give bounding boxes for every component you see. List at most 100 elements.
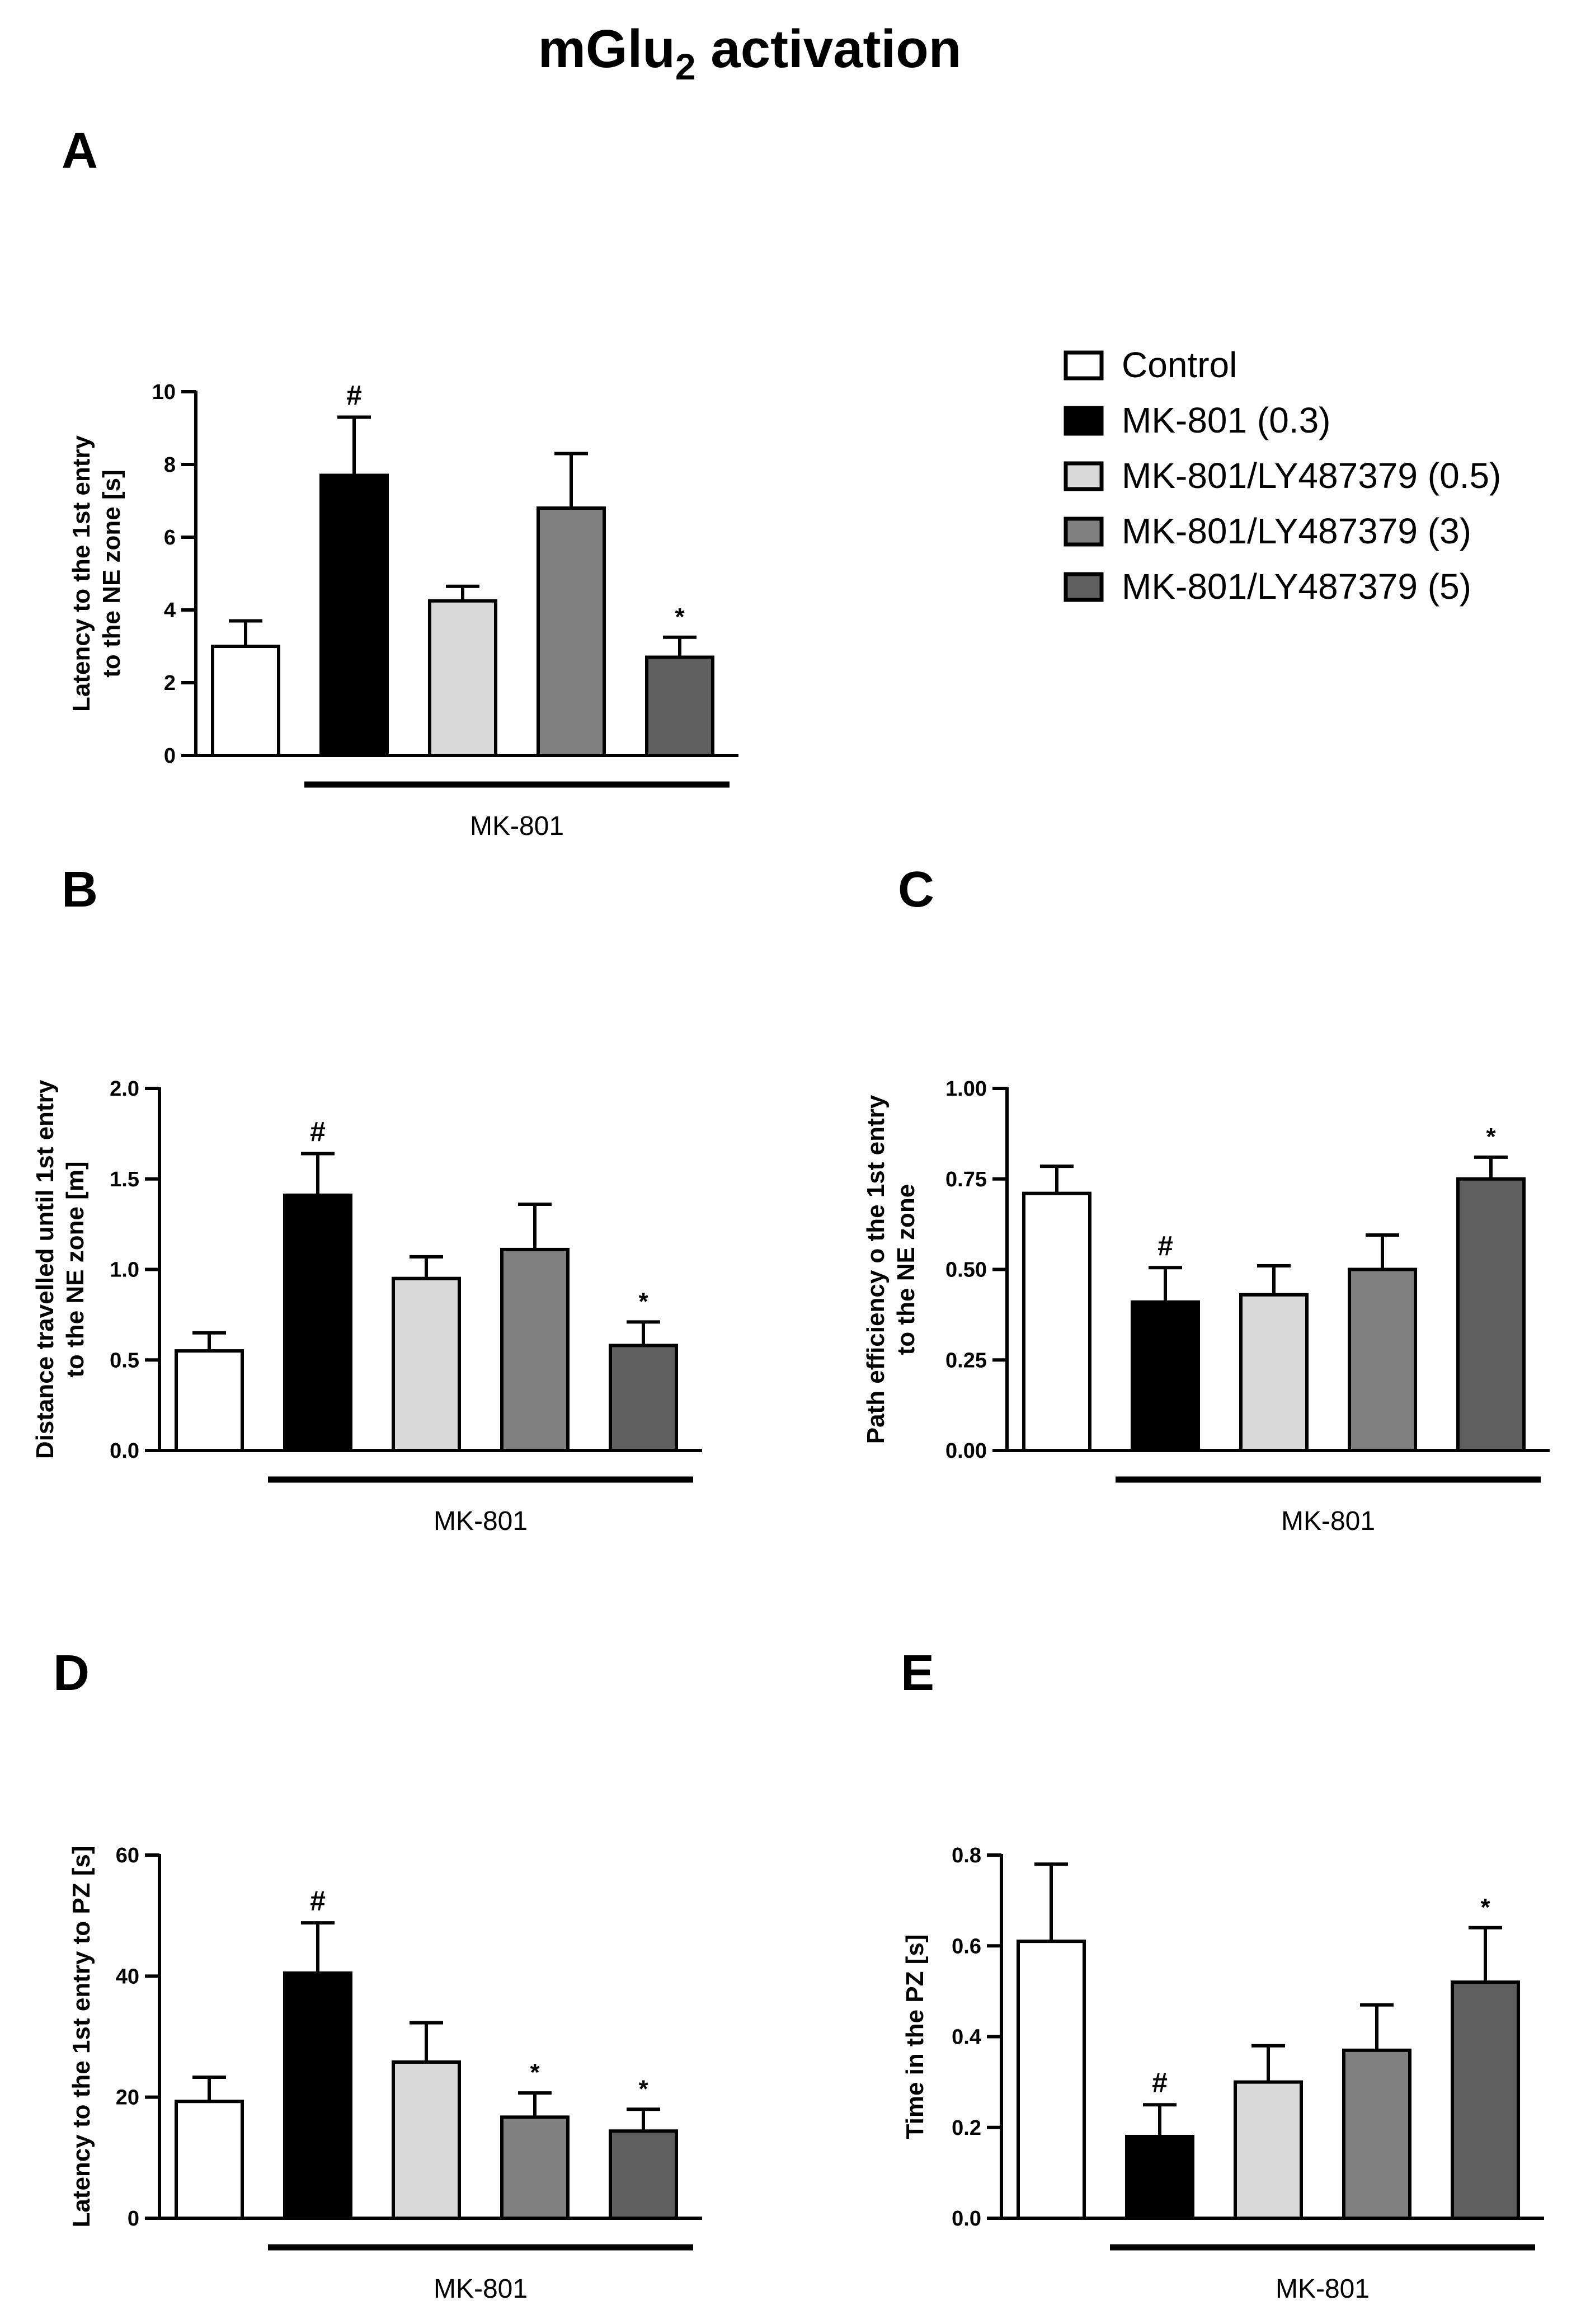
y-tick-label: 1.0 [110, 1259, 139, 1282]
y-tick-label: 0.50 [945, 1259, 987, 1282]
panel-d: D Latency to the 1st entry to PZ [s] 0 20 40… [53, 1645, 702, 2304]
legend-item: MK-801/LY487379 (5) [1064, 566, 1471, 607]
y-axis-label-line: Latency to the 1st entry [68, 435, 95, 712]
y-tick-label: 10 [152, 381, 176, 404]
y-axis-label: Time in the PZ [s] [901, 1935, 929, 2139]
bar [175, 1349, 244, 1452]
bar [175, 2100, 244, 2220]
y-tick-label: 0.0 [952, 2207, 981, 2231]
panel-letter: B [62, 862, 98, 918]
significance-mark: * [638, 2075, 648, 2102]
legend-label: MK-801/LY487379 (3) [1122, 511, 1471, 551]
y-tick-label: 4 [164, 599, 176, 622]
y-tick-label: 0 [164, 744, 176, 768]
legend-item: Control [1064, 345, 1237, 385]
y-tick-label: 2.0 [110, 1077, 139, 1101]
legend-label: MK-801/LY487379 (5) [1122, 566, 1471, 607]
figure-title-suffix: activation [696, 19, 962, 79]
y-tick-label: 0.75 [945, 1168, 987, 1191]
significance-mark: * [1486, 1123, 1496, 1151]
bar [428, 599, 497, 757]
y-axis-label-line: to the NE zone [m] [62, 1161, 89, 1377]
bar [1125, 2134, 1194, 2220]
bar [1239, 1293, 1309, 1453]
bar [319, 473, 389, 757]
legend-item: MK-801/LY487379 (3) [1064, 511, 1471, 551]
panel-letter: A [62, 123, 98, 179]
bar [392, 1276, 461, 1453]
bar [392, 2060, 461, 2220]
y-tick-label: 0 [128, 2207, 139, 2231]
legend-swatch [1064, 517, 1104, 547]
y-axis-label-line: Latency to the 1st entry to PZ [s] [68, 1846, 95, 2227]
y-tick-label: 1.5 [110, 1168, 139, 1191]
y-tick-label: 0.00 [945, 1439, 987, 1463]
y-axis-label-line: Path efficiency o the 1st entry [862, 1095, 890, 1444]
y-axis-label-line: Distance travelled until 1st entry [31, 1079, 59, 1459]
legend-label: Control [1122, 345, 1237, 385]
bar [1131, 1300, 1200, 1452]
y-axis-label-line: Time in the PZ [s] [901, 1935, 929, 2139]
bar [1234, 2080, 1303, 2220]
y-tick-label: 0.8 [952, 1844, 981, 1867]
bar [1451, 1980, 1520, 2220]
significance-mark: * [1480, 1894, 1490, 1921]
panel-a: A Latency to the 1st entry to the NE zone … [62, 123, 738, 841]
significance-mark: # [310, 1116, 326, 1147]
figure-title-main: mGlu [538, 19, 675, 79]
significance-mark: # [346, 380, 362, 411]
y-tick-label: 0.0 [110, 1439, 139, 1463]
significance-mark: # [1157, 1230, 1173, 1261]
significance-mark: * [638, 1288, 648, 1315]
bar [500, 2115, 570, 2220]
panel-e: E Time in the PZ [s] 0.0 0.2 0.4 0.6 0.8 # * MK-8… [901, 1645, 1544, 2304]
bar [500, 1247, 570, 1453]
y-axis-label-line: to the NE zone [892, 1184, 920, 1355]
significance-mark: # [310, 1885, 326, 1917]
legend-item: MK-801 (0.3) [1064, 400, 1330, 440]
bar [609, 1344, 678, 1453]
y-axis-label-line: to the NE zone [s] [98, 470, 125, 678]
y-axis-label: Path efficiency o the 1st entry to the NE… [862, 1095, 920, 1444]
group-label: MK-801 [1276, 2274, 1370, 2304]
group-label: MK-801 [470, 811, 564, 841]
bar [1022, 1191, 1091, 1452]
y-tick-label: 0.5 [110, 1349, 139, 1372]
group-label: MK-801 [1281, 1506, 1375, 1536]
y-tick-label: 60 [116, 1844, 139, 1867]
figure-title-subscript: 2 [675, 46, 696, 87]
legend-swatch [1064, 350, 1104, 381]
y-tick-label: 0.2 [952, 2116, 981, 2140]
y-axis-label: Latency to the 1st entry to PZ [s] [68, 1846, 95, 2227]
y-axis-label: Latency to the 1st entry to the NE zone [… [68, 435, 125, 712]
y-tick-label: 20 [116, 2086, 139, 2110]
significance-mark: # [1152, 2067, 1168, 2098]
bar [1348, 1267, 1417, 1452]
bar [283, 1971, 352, 2220]
significance-mark: * [675, 603, 685, 631]
bar [1342, 2048, 1411, 2220]
bar [645, 655, 714, 757]
bar [211, 645, 280, 757]
bar [1017, 1940, 1086, 2220]
y-axis-label: Distance travelled until 1st entry to the… [31, 1079, 89, 1459]
group-label: MK-801 [434, 2274, 528, 2304]
y-tick-label: 1.00 [945, 1077, 987, 1101]
y-tick-label: 8 [164, 453, 176, 477]
y-tick-label: 2 [164, 672, 176, 695]
legend: Control MK-801 (0.3) MK-801/LY487379 (0.5)… [1064, 345, 1501, 607]
panel-letter: E [901, 1645, 934, 1701]
legend-swatch [1064, 572, 1104, 602]
panel-letter: D [53, 1645, 90, 1701]
legend-label: MK-801 (0.3) [1122, 400, 1330, 440]
significance-mark: * [530, 2059, 540, 2086]
bar [1456, 1177, 1526, 1452]
panel-b: B Distance travelled until 1st entry to th… [31, 862, 702, 1536]
legend-swatch [1064, 406, 1104, 436]
panel-c: C Path efficiency o the 1st entry to the N… [862, 862, 1550, 1536]
legend-label: MK-801/LY487379 (0.5) [1122, 456, 1501, 496]
legend-swatch [1064, 461, 1104, 491]
y-tick-label: 6 [164, 526, 176, 550]
